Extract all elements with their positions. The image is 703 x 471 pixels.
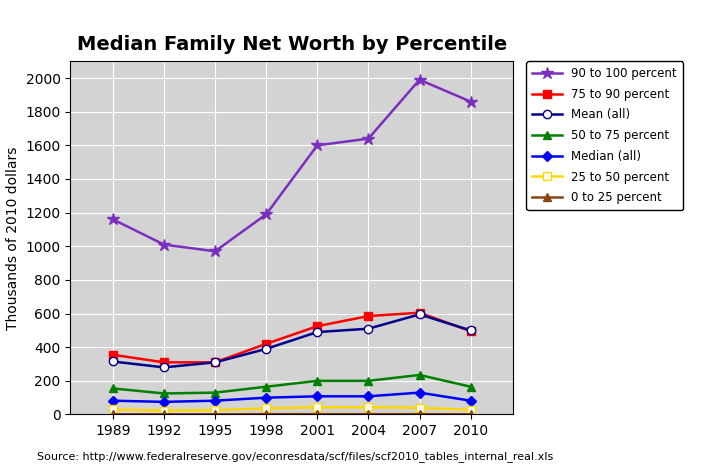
Mean (all)	[211, 359, 219, 365]
75 to 90 percent	[466, 328, 475, 334]
0 to 25 percent	[364, 411, 373, 417]
Median (all)	[109, 398, 117, 404]
75 to 90 percent	[415, 310, 424, 316]
50 to 75 percent	[415, 372, 424, 378]
Median (all)	[211, 398, 219, 404]
25 to 50 percent	[415, 405, 424, 411]
75 to 90 percent	[262, 341, 271, 347]
25 to 50 percent	[109, 406, 117, 412]
50 to 75 percent	[160, 390, 168, 396]
75 to 90 percent	[364, 313, 373, 319]
90 to 100 percent	[466, 99, 475, 105]
Line: 0 to 25 percent: 0 to 25 percent	[109, 410, 475, 418]
90 to 100 percent	[211, 249, 219, 254]
25 to 50 percent	[313, 405, 321, 410]
0 to 25 percent	[466, 412, 475, 417]
25 to 50 percent	[160, 408, 168, 414]
Line: Median (all): Median (all)	[110, 389, 474, 406]
Mean (all)	[262, 346, 271, 352]
Y-axis label: Thousands of 2010 dollars: Thousands of 2010 dollars	[6, 146, 20, 330]
50 to 75 percent	[313, 378, 321, 384]
Median (all)	[313, 393, 321, 399]
Median (all)	[160, 399, 168, 405]
0 to 25 percent	[160, 412, 168, 417]
Line: 50 to 75 percent: 50 to 75 percent	[109, 371, 475, 398]
25 to 50 percent	[211, 407, 219, 413]
Median (all)	[364, 393, 373, 399]
Title: Median Family Net Worth by Percentile: Median Family Net Worth by Percentile	[77, 35, 507, 54]
90 to 100 percent	[415, 77, 424, 82]
25 to 50 percent	[466, 407, 475, 413]
Line: 25 to 50 percent: 25 to 50 percent	[109, 403, 475, 415]
90 to 100 percent	[160, 242, 168, 247]
Line: 90 to 100 percent: 90 to 100 percent	[107, 73, 477, 258]
90 to 100 percent	[262, 211, 271, 217]
Median (all)	[262, 395, 271, 400]
0 to 25 percent	[415, 411, 424, 417]
50 to 75 percent	[211, 390, 219, 396]
Mean (all)	[415, 312, 424, 317]
Line: Mean (all): Mean (all)	[109, 310, 475, 372]
Mean (all)	[160, 365, 168, 370]
Median (all)	[415, 390, 424, 396]
50 to 75 percent	[262, 384, 271, 390]
50 to 75 percent	[466, 384, 475, 390]
75 to 90 percent	[109, 352, 117, 357]
25 to 50 percent	[364, 405, 373, 410]
Mean (all)	[466, 327, 475, 333]
Mean (all)	[313, 329, 321, 335]
0 to 25 percent	[109, 412, 117, 417]
50 to 75 percent	[109, 386, 117, 391]
90 to 100 percent	[109, 217, 117, 222]
0 to 25 percent	[262, 411, 271, 417]
75 to 90 percent	[313, 324, 321, 329]
0 to 25 percent	[211, 412, 219, 417]
50 to 75 percent	[364, 378, 373, 384]
Legend: 90 to 100 percent, 75 to 90 percent, Mean (all), 50 to 75 percent, Median (all),: 90 to 100 percent, 75 to 90 percent, Mea…	[527, 61, 683, 210]
Mean (all)	[109, 359, 117, 365]
25 to 50 percent	[262, 406, 271, 411]
Text: Source: http://www.federalreserve.gov/econresdata/scf/files/scf2010_tables_inter: Source: http://www.federalreserve.gov/ec…	[37, 451, 553, 462]
75 to 90 percent	[211, 359, 219, 365]
Line: 75 to 90 percent: 75 to 90 percent	[109, 309, 475, 366]
75 to 90 percent	[160, 359, 168, 365]
90 to 100 percent	[364, 136, 373, 141]
Mean (all)	[364, 326, 373, 332]
90 to 100 percent	[313, 143, 321, 148]
0 to 25 percent	[313, 411, 321, 417]
Median (all)	[466, 398, 475, 404]
